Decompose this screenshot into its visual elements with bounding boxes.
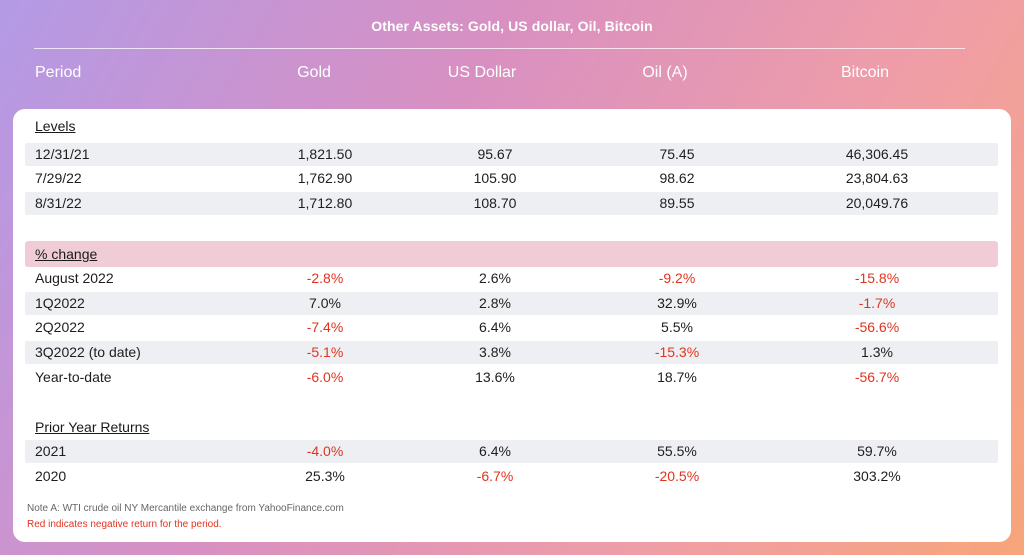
gold-cell: 1,762.90 — [297, 170, 353, 186]
oil-cell: 98.62 — [659, 170, 695, 186]
bitcoin-cell: 46,306.45 — [845, 146, 909, 162]
period-cell: August 2022 — [35, 270, 114, 286]
table-row: 1Q2022 7.0% 2.8% 32.9% -1.7% — [25, 292, 998, 315]
table-card: Levels 12/31/21 1,821.50 95.67 75.45 46,… — [13, 109, 1011, 542]
oil-cell: 5.5% — [661, 319, 693, 335]
period-cell: 7/29/22 — [35, 170, 82, 186]
us-dollar-cell: 13.6% — [475, 369, 515, 385]
bitcoin-cell: 303.2% — [853, 468, 901, 484]
table-row: 2Q2022 -7.4% 6.4% 5.5% -56.6% — [25, 316, 998, 339]
period-cell: 2020 — [35, 468, 67, 484]
bitcoin-cell: -56.6% — [854, 319, 900, 335]
column-header-bitcoin: Bitcoin — [840, 64, 890, 81]
oil-cell: -15.3% — [654, 344, 700, 360]
gold-cell: 25.3% — [305, 468, 345, 484]
footnote-red-legend: Red indicates negative return for the pe… — [27, 519, 222, 530]
us-dollar-cell: 105.90 — [473, 170, 517, 186]
table-row: 8/31/22 1,712.80 108.70 89.55 20,049.76 — [25, 192, 998, 215]
section-label-prior-year-returns: Prior Year Returns — [35, 419, 150, 435]
oil-cell: 55.5% — [657, 443, 697, 459]
bitcoin-cell: -56.7% — [854, 369, 900, 385]
gold-cell: -2.8% — [306, 270, 344, 286]
title-divider — [34, 48, 965, 49]
table-row: 12/31/21 1,821.50 95.67 75.45 46,306.45 — [25, 143, 998, 166]
gold-cell: 7.0% — [309, 295, 341, 311]
gold-cell: 1,712.80 — [297, 195, 353, 211]
us-dollar-cell: 2.6% — [479, 270, 511, 286]
column-header-period: Period — [35, 64, 82, 81]
period-cell: 8/31/22 — [35, 195, 82, 211]
us-dollar-cell: 95.67 — [477, 146, 513, 162]
table-row: August 2022 -2.8% 2.6% -9.2% -15.8% — [25, 267, 998, 290]
period-cell: Year-to-date — [35, 369, 112, 385]
period-cell: 3Q2022 (to date) — [35, 344, 141, 360]
bitcoin-cell: 1.3% — [861, 344, 893, 360]
us-dollar-cell: 2.8% — [479, 295, 511, 311]
gold-cell: -4.0% — [306, 443, 344, 459]
column-header-gold: Gold — [297, 64, 331, 81]
us-dollar-cell: 6.4% — [479, 443, 511, 459]
pct-change-band — [25, 241, 998, 267]
us-dollar-cell: 3.8% — [479, 344, 511, 360]
period-cell: 2Q2022 — [35, 319, 85, 335]
table-row: 2020 25.3% -6.7% -20.5% 303.2% — [25, 465, 998, 488]
gold-cell: -7.4% — [306, 319, 344, 335]
section-label-levels: Levels — [35, 118, 76, 134]
oil-cell: 89.55 — [659, 195, 695, 211]
oil-cell: 32.9% — [657, 295, 697, 311]
bitcoin-cell: 20,049.76 — [845, 195, 909, 211]
period-cell: 2021 — [35, 443, 67, 459]
us-dollar-cell: -6.7% — [476, 468, 514, 484]
gold-cell: -5.1% — [306, 344, 344, 360]
gold-cell: 1,821.50 — [297, 146, 353, 162]
period-cell: 12/31/21 — [35, 146, 90, 162]
section-label-pct-change: % change — [35, 246, 98, 262]
bitcoin-cell: 59.7% — [857, 443, 897, 459]
oil-cell: -20.5% — [654, 468, 700, 484]
oil-cell: 18.7% — [657, 369, 697, 385]
bitcoin-cell: -1.7% — [858, 295, 896, 311]
bitcoin-cell: 23,804.63 — [845, 170, 909, 186]
table-row: 2021 -4.0% 6.4% 55.5% 59.7% — [25, 440, 998, 463]
table-row: 7/29/22 1,762.90 105.90 98.62 23,804.63 — [25, 167, 998, 190]
oil-cell: 75.45 — [659, 146, 695, 162]
oil-cell: -9.2% — [658, 270, 696, 286]
us-dollar-cell: 108.70 — [473, 195, 517, 211]
chart-title: Other Assets: Gold, US dollar, Oil, Bitc… — [371, 18, 653, 34]
table-row: 3Q2022 (to date) -5.1% 3.8% -15.3% 1.3% — [25, 341, 998, 364]
period-cell: 1Q2022 — [35, 295, 85, 311]
footnote-oil-source: Note A: WTI crude oil NY Mercantile exch… — [27, 503, 344, 514]
gold-cell: -6.0% — [306, 369, 344, 385]
us-dollar-cell: 6.4% — [479, 319, 511, 335]
bitcoin-cell: -15.8% — [854, 270, 900, 286]
table-row: Year-to-date -6.0% 13.6% 18.7% -56.7% — [25, 366, 998, 389]
column-header-oil: Oil (A) — [642, 64, 688, 81]
column-header-us-dollar: US Dollar — [447, 64, 517, 81]
